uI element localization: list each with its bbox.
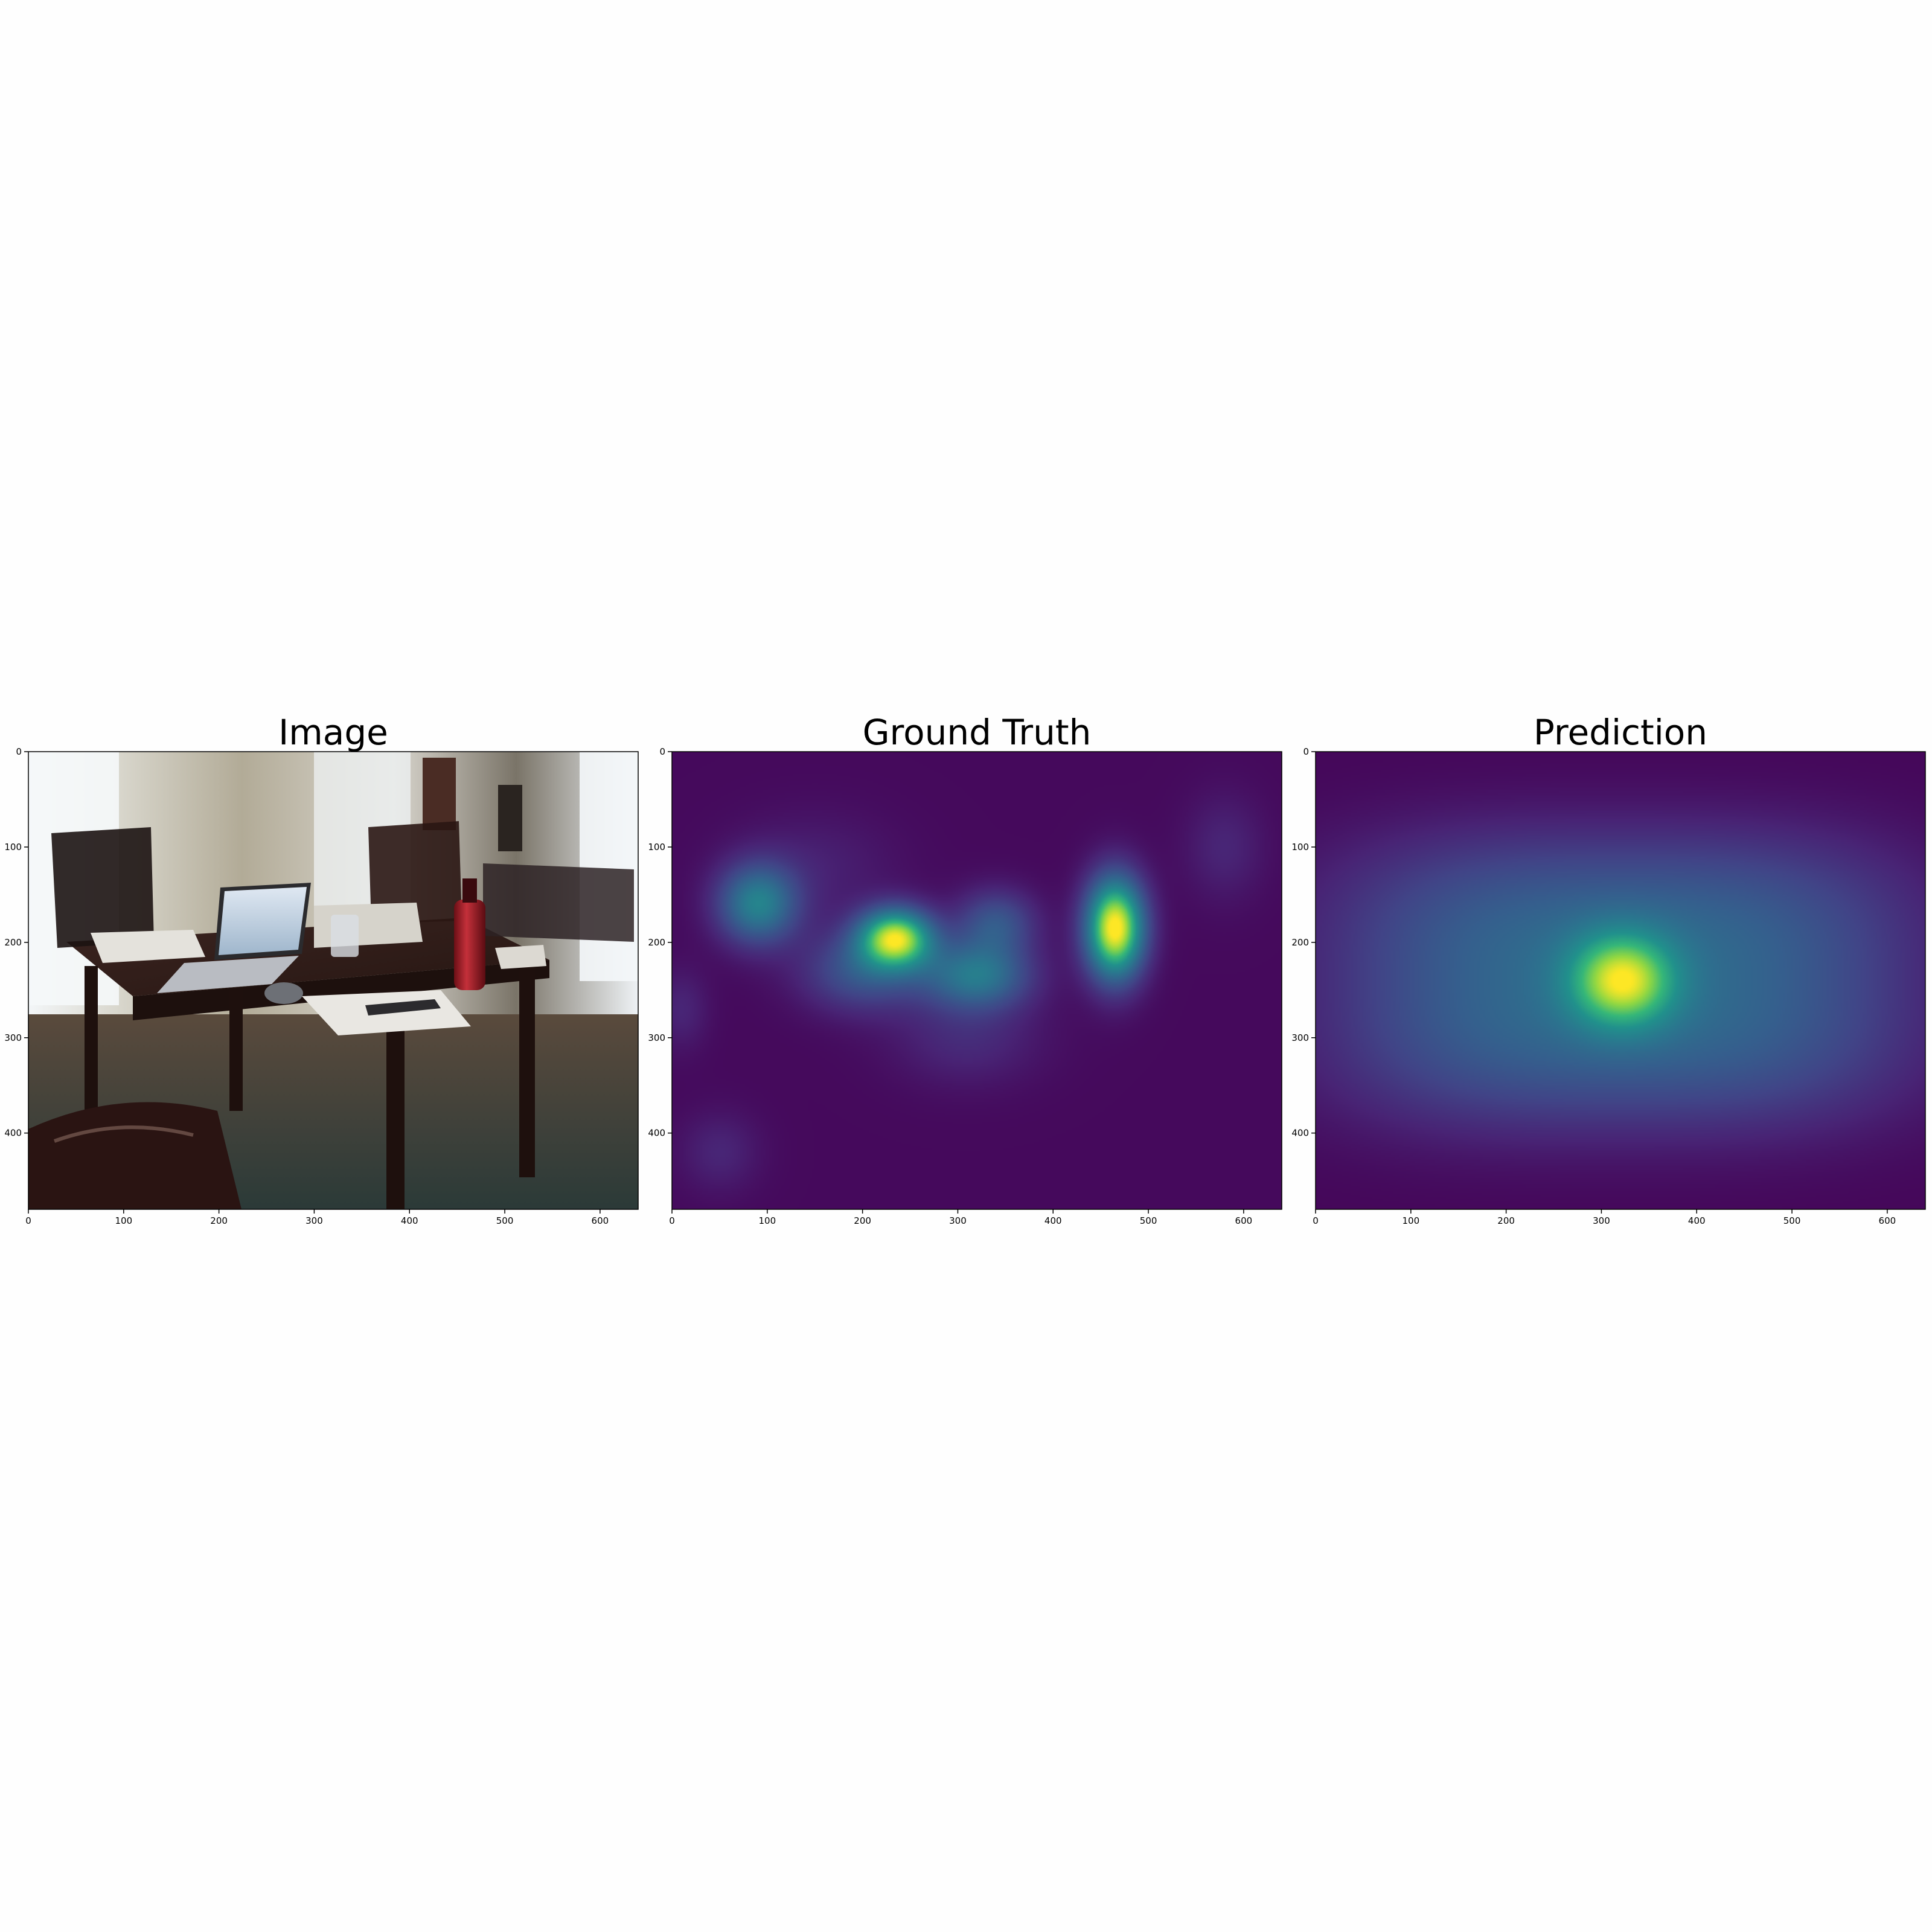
y-tick-label: 200: [648, 937, 665, 948]
y-tick-label: 100: [1291, 842, 1309, 852]
ground-truth-y-axis: 0 100 200 300 400: [648, 746, 672, 1139]
x-tick-label: 100: [115, 1215, 132, 1226]
x-tick-label: 0: [1313, 1215, 1319, 1226]
y-tick-label: 300: [4, 1032, 22, 1043]
x-tick-label: 500: [496, 1215, 514, 1226]
y-tick-label: 400: [1291, 1128, 1309, 1139]
x-tick-label: 600: [592, 1215, 609, 1226]
image-photo: [28, 752, 638, 1209]
y-tick-label: 0: [16, 746, 22, 757]
y-tick-label: 200: [1291, 937, 1309, 948]
y-tick-label: 300: [1291, 1032, 1309, 1043]
x-tick-label: 200: [210, 1215, 228, 1226]
x-tick-label: 300: [1593, 1215, 1610, 1226]
y-tick-label: 0: [659, 746, 665, 757]
x-tick-label: 500: [1140, 1215, 1157, 1226]
prediction-heatmap: [1316, 752, 1925, 1209]
y-tick-label: 200: [4, 937, 22, 948]
image-panel: Image: [4, 712, 639, 1226]
y-tick-label: 300: [648, 1032, 665, 1043]
x-tick-label: 400: [1688, 1215, 1706, 1226]
x-tick-label: 400: [401, 1215, 418, 1226]
ground-truth-x-axis: 0 100 200 300 400 500 600: [669, 1209, 1252, 1226]
ground-truth-heatmap: [672, 752, 1282, 1209]
y-tick-label: 400: [4, 1128, 22, 1139]
prediction-x-axis: 0 100 200 300 400 500 600: [1313, 1209, 1896, 1226]
image-x-axis: 0 100 200 300 400 500 600: [25, 1209, 609, 1226]
x-tick-label: 400: [1044, 1215, 1062, 1226]
prediction-panel-title: Prediction: [1534, 712, 1707, 753]
y-tick-label: 0: [1303, 746, 1309, 757]
ground-truth-panel-title: Ground Truth: [863, 712, 1092, 753]
x-tick-label: 0: [25, 1215, 31, 1226]
image-y-axis: 0 100 200 300 400: [4, 746, 28, 1139]
prediction-panel: Prediction 0 100 200 300 400 500 600 0 100 200 30…: [1291, 712, 1926, 1226]
x-tick-label: 600: [1235, 1215, 1253, 1226]
y-tick-label: 100: [648, 842, 665, 852]
x-tick-label: 300: [305, 1215, 323, 1226]
y-tick-label: 400: [648, 1128, 665, 1139]
ground-truth-panel: Ground Truth 0 100 200 300 400 500 600 0 100 200…: [648, 712, 1282, 1226]
y-tick-label: 100: [4, 842, 22, 852]
prediction-y-axis: 0 100 200 300 400: [1291, 746, 1316, 1139]
x-tick-label: 100: [758, 1215, 776, 1226]
x-tick-label: 200: [854, 1215, 871, 1226]
x-tick-label: 500: [1783, 1215, 1801, 1226]
x-tick-label: 600: [1879, 1215, 1896, 1226]
x-tick-label: 0: [669, 1215, 675, 1226]
x-tick-label: 300: [949, 1215, 967, 1226]
x-tick-label: 200: [1497, 1215, 1515, 1226]
x-tick-label: 100: [1402, 1215, 1419, 1226]
image-panel-title: Image: [278, 712, 388, 753]
